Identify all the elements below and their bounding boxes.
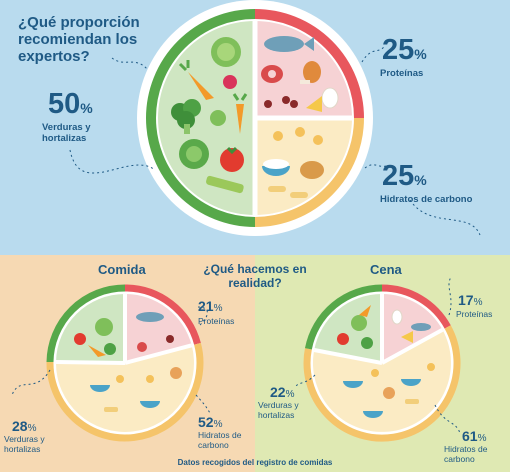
lunch-vegetables-label: Verduras y hortalizas: [4, 434, 45, 454]
dinner-carbs-percentage: 61%: [462, 428, 487, 444]
vegetables-percentage: 50%: [48, 88, 93, 120]
dinner-title: Cena: [370, 262, 402, 277]
recommendation-question: ¿Qué proporción recomiendan los expertos…: [18, 14, 140, 65]
bread-icon: [300, 161, 324, 179]
carbs-percentage: 25%: [382, 160, 427, 192]
proteins-percentage: 25%: [382, 34, 427, 66]
footer-note: Datos recogidos del registro de comidas: [177, 458, 333, 467]
lunch-carbs-percentage: 52%: [198, 414, 223, 430]
lunch-vegetables-percentage: 28%: [12, 418, 37, 434]
lunch-proteins-percentage: 21%: [198, 298, 223, 314]
dinner-proteins-label: Proteínas: [456, 309, 493, 319]
pasta-icon: [273, 127, 323, 145]
carbs-label: Hidratos de carbono: [380, 194, 473, 205]
carrot-icon-2: [232, 93, 248, 134]
lettuce-icon: [179, 139, 209, 169]
lunch-carbs-label: Hidratos de carbono: [198, 430, 242, 450]
tomato-icon: [220, 146, 244, 172]
radish-icon: [223, 75, 237, 89]
rice-bowl-icon: [262, 159, 290, 176]
steak-icon: [261, 65, 283, 83]
lunch-proteins-label: Proteínas: [198, 316, 235, 326]
broccoli-icon: [171, 99, 201, 134]
celery-icon: [206, 175, 244, 194]
cabbage-icon: [211, 37, 241, 67]
vegetables-label: Verduras y hortalizas: [42, 122, 91, 144]
lunch-plate: [11, 284, 211, 442]
recommended-plate: [69, 0, 481, 236]
carrot-icon: [178, 60, 214, 100]
cheese-icon: [306, 96, 322, 112]
proteins-label: Proteínas: [380, 68, 424, 79]
fish-icon: [264, 36, 314, 52]
reality-question: ¿Qué hacemos en realidad?: [203, 262, 307, 290]
lunch-title: Comida: [98, 262, 146, 277]
chicken-leg-icon: [300, 61, 321, 84]
dinner-proteins-percentage: 17%: [458, 292, 483, 308]
dinner-carbs-label: Hidratos de carbono: [444, 444, 488, 464]
beans-icon: [264, 96, 298, 108]
dinner-vegetables-percentage: 22%: [270, 384, 295, 400]
cereal-icon: [268, 186, 308, 198]
dinner-plate: [294, 276, 461, 442]
egg-icon: [321, 87, 339, 109]
brussels-icon: [210, 110, 226, 126]
dinner-vegetables-label: Verduras y hortalizas: [258, 400, 299, 420]
